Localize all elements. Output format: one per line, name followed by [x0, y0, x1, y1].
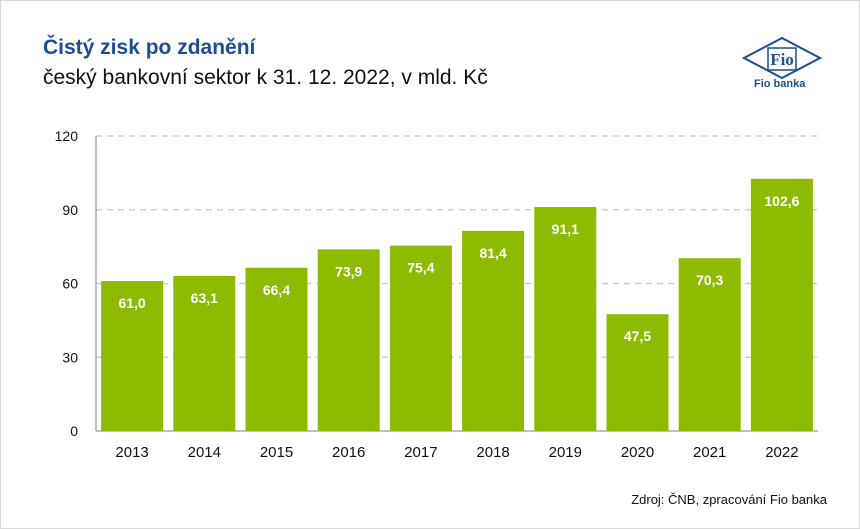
bar	[534, 207, 597, 431]
logo-caption: Fio banka	[754, 78, 806, 90]
bar-value-label: 73,9	[335, 263, 362, 279]
x-tick-label: 2016	[332, 444, 365, 461]
x-tick-label: 2015	[260, 444, 293, 461]
chart-title: Čistý zisk po zdanění	[43, 36, 256, 59]
x-tick-label: 2021	[693, 444, 726, 461]
fio-logo-icon: Fio	[742, 36, 822, 80]
bar	[678, 258, 741, 431]
bar-value-label: 75,4	[407, 260, 434, 276]
y-tick-label: 0	[70, 423, 78, 439]
y-tick-label: 30	[62, 349, 78, 365]
chart-subtitle: český bankovní sektor k 31. 12. 2022, v …	[43, 66, 488, 89]
bar	[389, 245, 452, 431]
bar	[462, 230, 525, 431]
bar-value-label: 66,4	[263, 282, 290, 298]
y-tick-label: 90	[62, 202, 78, 218]
x-tick-label: 2019	[549, 444, 582, 461]
bar-value-label: 70,3	[696, 272, 723, 288]
y-tick-label: 120	[55, 128, 79, 144]
bar	[101, 281, 164, 431]
bar-value-label: 91,1	[552, 221, 579, 237]
bar	[245, 267, 308, 431]
svg-text:Fio: Fio	[770, 50, 794, 69]
bar-value-label: 81,4	[479, 245, 506, 261]
bar-value-label: 61,0	[118, 295, 145, 311]
bar	[173, 275, 236, 431]
bar-value-label: 63,1	[191, 290, 218, 306]
x-tick-label: 2013	[115, 444, 148, 461]
x-tick-label: 2014	[188, 444, 221, 461]
bar-value-label: 47,5	[624, 328, 651, 344]
bar	[317, 249, 380, 431]
bar-value-label: 102,6	[764, 193, 799, 209]
x-tick-label: 2020	[621, 444, 654, 461]
x-tick-label: 2018	[476, 444, 509, 461]
source-note: Zdroj: ČNB, zpracování Fio banka	[631, 492, 827, 507]
y-tick-label: 60	[62, 276, 78, 292]
x-tick-label: 2017	[404, 444, 437, 461]
x-tick-label: 2022	[765, 444, 798, 461]
bar	[606, 314, 669, 431]
bar	[750, 178, 813, 431]
